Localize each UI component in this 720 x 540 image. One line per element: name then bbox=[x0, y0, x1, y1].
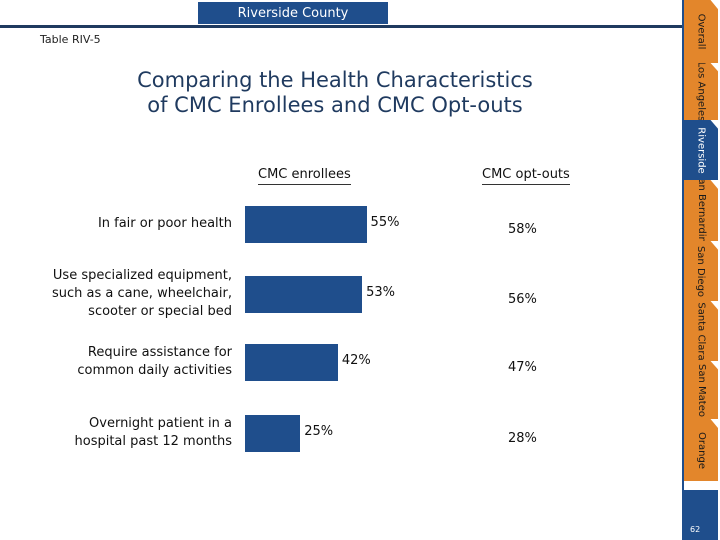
category-label-line: common daily activities bbox=[77, 363, 232, 378]
bar-enrollees bbox=[245, 415, 301, 452]
category-label: Use specialized equipment, such as a cane… bbox=[2, 267, 232, 321]
category-label-line: such as a cane, wheelchair, bbox=[51, 286, 232, 301]
category-label-line: scooter or special bed bbox=[88, 304, 232, 319]
column-header-optouts: CMC opt-outs bbox=[482, 167, 570, 185]
page-title: Comparing the Health Characteristics of … bbox=[110, 68, 560, 118]
category-label-line: Overnight patient in a bbox=[89, 416, 232, 431]
page-number: 62 bbox=[684, 490, 718, 540]
category-label-line: Use specialized equipment, bbox=[52, 268, 232, 283]
county-tab-overall[interactable]: Overall bbox=[684, 0, 718, 65]
county-tab-san-diego[interactable]: San Diego bbox=[684, 241, 718, 303]
bar-value-label: 55% bbox=[370, 215, 400, 230]
bar-enrollees bbox=[245, 344, 338, 381]
county-tab-label: Orange bbox=[695, 431, 707, 469]
county-tab-label: Santa Clara bbox=[695, 301, 707, 361]
category-label: In fair or poor health bbox=[2, 215, 232, 233]
bar-enrollees bbox=[245, 206, 367, 243]
county-tab-orange[interactable]: Orange bbox=[684, 419, 718, 483]
header-rule bbox=[0, 25, 682, 28]
county-tab-santa-clara[interactable]: Santa Clara bbox=[684, 301, 718, 363]
county-tab-label: San Bernardino bbox=[695, 172, 707, 249]
category-label: Overnight patient in a hospital past 12 m… bbox=[2, 415, 233, 451]
county-tab-san-bernardino[interactable]: San Bernardino bbox=[684, 180, 718, 243]
county-tab[interactable]: Riverside County bbox=[198, 2, 388, 24]
title-line-1: Comparing the Health Characteristics bbox=[137, 68, 533, 92]
county-tab-riverside[interactable]: Riverside bbox=[684, 120, 718, 182]
bar-enrollees bbox=[245, 276, 363, 313]
optout-value: 28% bbox=[508, 431, 537, 446]
title-line-2: of CMC Enrollees and CMC Opt-outs bbox=[147, 93, 523, 117]
county-tab-label: Riverside bbox=[695, 126, 707, 174]
county-tab-san-mateo[interactable]: San Mateo bbox=[684, 361, 718, 421]
category-label-line: Require assistance for bbox=[87, 345, 232, 360]
county-tab-los-angeles[interactable]: Los Angeles bbox=[684, 63, 718, 122]
table-label: Table RIV-5 bbox=[40, 33, 101, 46]
county-tab-label: San Mateo bbox=[695, 363, 707, 417]
county-tab-label: Overall bbox=[695, 13, 707, 50]
county-tab-label: Los Angeles bbox=[695, 61, 707, 122]
optout-value: 56% bbox=[508, 292, 537, 307]
bar-value-label: 42% bbox=[341, 353, 371, 368]
category-label-line: In fair or poor health bbox=[97, 216, 232, 231]
category-label-line: hospital past 12 months bbox=[74, 434, 233, 449]
column-header-enrollees: CMC enrollees bbox=[258, 167, 351, 185]
category-label: Require assistance for common daily activ… bbox=[2, 344, 232, 380]
bar-value-label: 25% bbox=[304, 424, 334, 439]
optout-value: 47% bbox=[508, 360, 537, 375]
optout-value: 58% bbox=[508, 222, 537, 237]
county-tab-label: San Diego bbox=[695, 245, 707, 297]
side-nav-line bbox=[682, 0, 684, 540]
bar-value-label: 53% bbox=[366, 285, 396, 300]
